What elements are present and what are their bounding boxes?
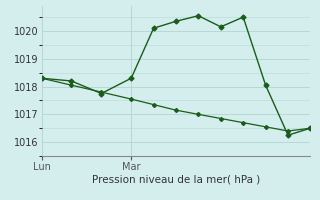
X-axis label: Pression niveau de la mer( hPa ): Pression niveau de la mer( hPa ) bbox=[92, 174, 260, 184]
